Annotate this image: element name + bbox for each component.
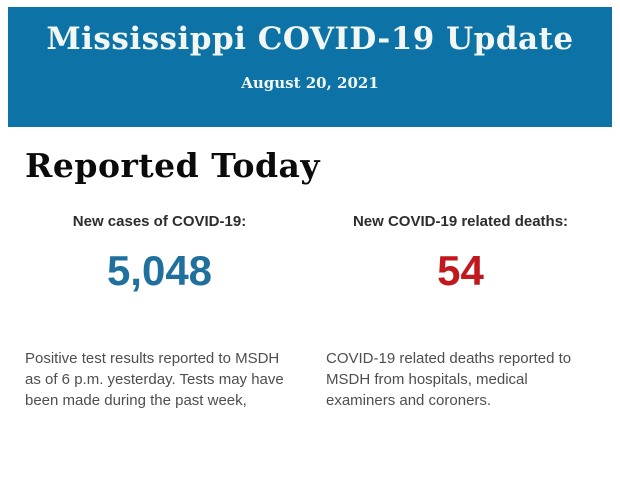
new-deaths-description: COVID-19 related deaths reported to MSDH…	[326, 350, 572, 409]
date-text: August 20, 2021	[241, 74, 379, 92]
section-title: Reported Today	[25, 146, 321, 185]
new-cases-label: New cases of COVID-19:	[72, 213, 247, 230]
stats-grid: New cases of COVID-19: 5,048 Positive te…	[25, 213, 595, 411]
new-cases-description: Positive test results reported to MSDH a…	[25, 350, 284, 409]
main-content: Reported Today New cases of COVID-19: 5,…	[0, 127, 620, 411]
stat-card-new-deaths: New COVID-19 related deaths: 54 COVID-19…	[326, 213, 595, 411]
new-deaths-label: New COVID-19 related deaths:	[352, 213, 569, 230]
page-title: Mississippi COVID-19 Update	[46, 21, 574, 57]
stat-card-new-cases: New cases of COVID-19: 5,048 Positive te…	[25, 213, 294, 411]
header-band: Mississippi COVID-19 Update August 20, 2…	[8, 7, 612, 127]
new-deaths-value: 54	[437, 247, 484, 294]
new-cases-value: 5,048	[106, 247, 213, 294]
